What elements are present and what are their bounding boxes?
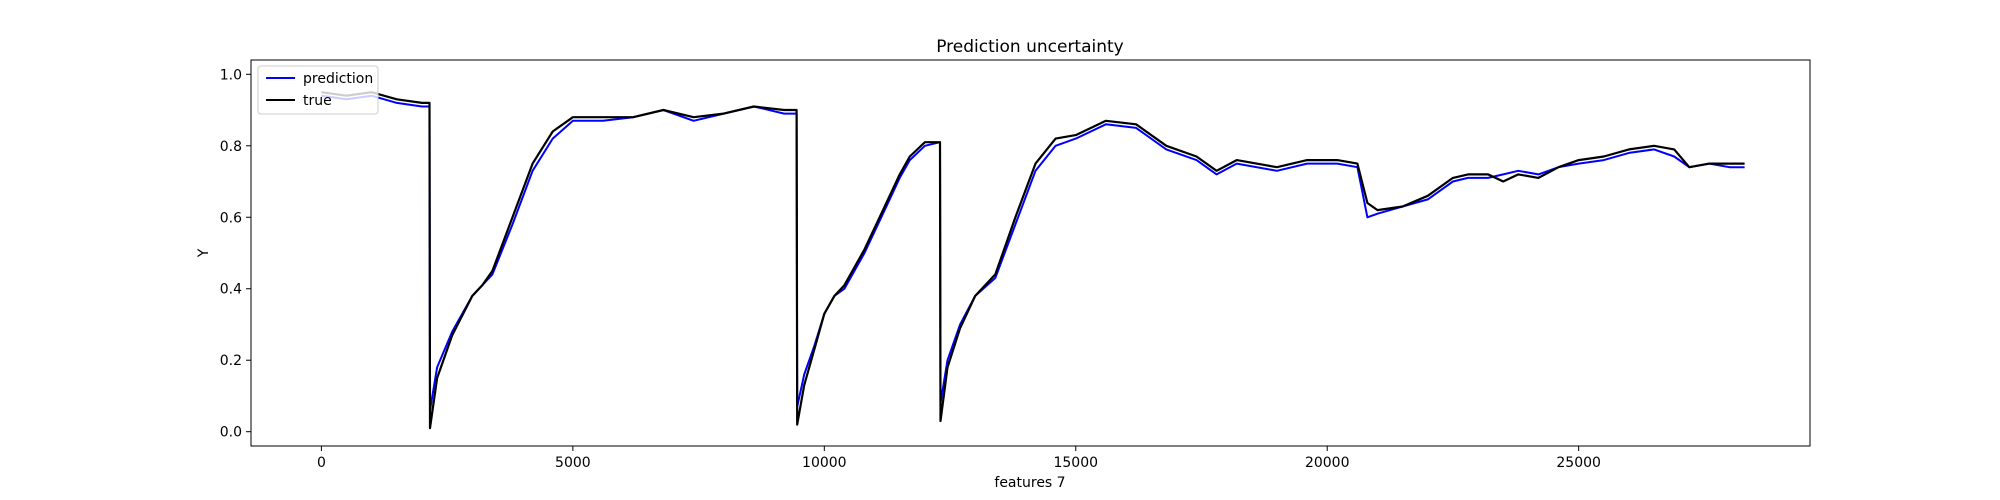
plot-frame [250, 59, 1811, 447]
legend: prediction true [257, 65, 379, 115]
x-axis: 0 5000 10000 15000 20000 25000 [317, 446, 1601, 471]
chart-title: Prediction uncertainty [936, 37, 1124, 57]
y-axis-label: Y [196, 248, 212, 258]
y-tick-label: 0.4 [220, 282, 242, 298]
x-tick-label: 15000 [1053, 455, 1098, 471]
series-line-prediction [321, 94, 1745, 412]
plot-area: 0 5000 10000 15000 20000 25000 0.00.20.40.60.… [220, 59, 1811, 471]
series-layer [321, 91, 1745, 430]
x-tick-label: 10000 [802, 455, 847, 471]
legend-label-prediction: prediction [303, 71, 373, 87]
series-line-true [321, 91, 1745, 430]
y-tick-label: 0.6 [220, 210, 242, 226]
y-tick-label: 1.0 [220, 67, 242, 83]
x-tick-label: 20000 [1305, 455, 1350, 471]
y-tick-label: 0.8 [220, 139, 242, 155]
x-axis-label: features 7 [994, 475, 1065, 491]
x-tick-label: 5000 [555, 455, 591, 471]
y-axis: 0.0 0.2 0.4 0.6 0.8 1.0 [220, 67, 251, 441]
x-tick-label: 25000 [1556, 455, 1601, 471]
legend-label-true: true [303, 93, 332, 109]
x-tick-label: 0 [317, 455, 326, 471]
y-tick-label: 0.2 [220, 353, 242, 369]
y-tick-label: 0.0 [220, 425, 242, 441]
